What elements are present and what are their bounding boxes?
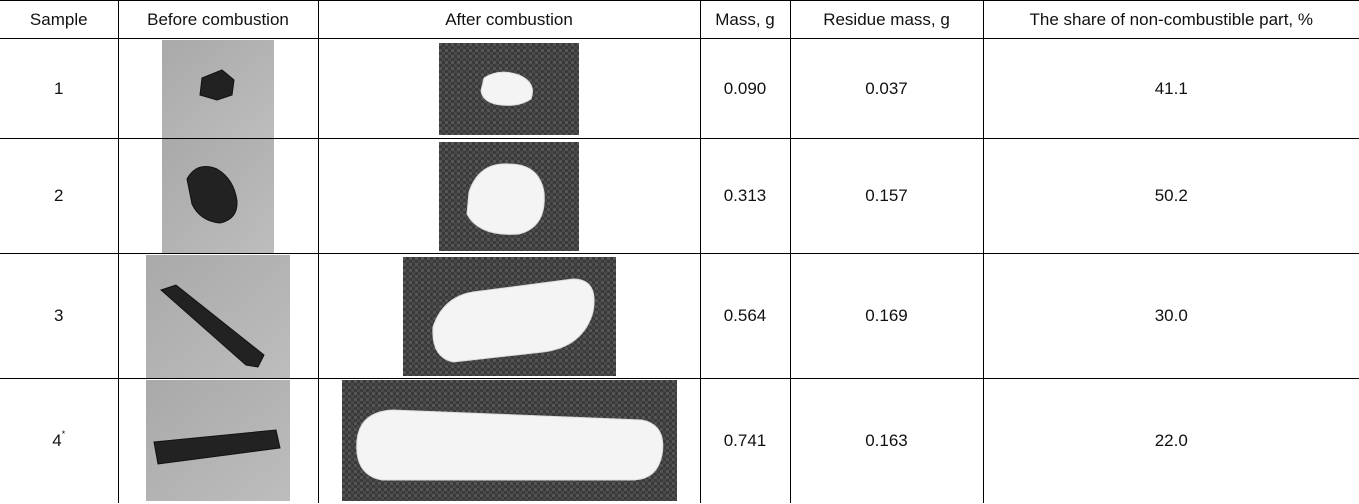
footnote-marker: *	[62, 429, 66, 439]
before-photo-cell	[118, 379, 318, 503]
before-photo-cell	[118, 139, 318, 254]
mass-cell: 0.741	[700, 379, 790, 503]
after-photo	[403, 257, 616, 376]
column-header: Sample	[0, 1, 118, 39]
results-table: SampleBefore combustionAfter combustionM…	[0, 0, 1359, 503]
residue-cell: 0.169	[790, 254, 983, 379]
mass-cell: 0.313	[700, 139, 790, 254]
sample-number: 3	[54, 306, 63, 325]
before-photo-cell	[118, 254, 318, 379]
column-header: Before combustion	[118, 1, 318, 39]
before-photo-cell	[118, 39, 318, 139]
residue-cell: 0.037	[790, 39, 983, 139]
after-photo	[439, 43, 579, 135]
residue-cell: 0.163	[790, 379, 983, 503]
column-header: Mass, g	[700, 1, 790, 39]
share-cell: 50.2	[983, 139, 1359, 254]
before-photo	[146, 255, 290, 378]
residue-cell: 0.157	[790, 139, 983, 254]
photo-background	[146, 255, 290, 378]
sample-cell: 3	[0, 254, 118, 379]
sample-piece	[356, 410, 662, 480]
after-photo-cell	[318, 39, 700, 139]
sample-piece	[467, 163, 544, 233]
before-photo	[162, 40, 274, 138]
share-cell: 30.0	[983, 254, 1359, 379]
after-photo	[439, 142, 579, 251]
page: SampleBefore combustionAfter combustionM…	[0, 0, 1359, 504]
before-photo	[146, 380, 290, 501]
after-photo-cell	[318, 379, 700, 503]
sample-cell: 1	[0, 39, 118, 139]
after-photo	[342, 380, 677, 501]
share-cell: 41.1	[983, 39, 1359, 139]
after-photo-cell	[318, 254, 700, 379]
before-photo	[162, 139, 274, 253]
share-cell: 22.0	[983, 379, 1359, 503]
column-header: The share of non-combustible part, %	[983, 1, 1359, 39]
column-header: After combustion	[318, 1, 700, 39]
after-photo-cell	[318, 139, 700, 254]
mass-cell: 0.564	[700, 254, 790, 379]
sample-number: 4	[52, 431, 61, 450]
sample-number: 1	[54, 79, 63, 98]
column-header: Residue mass, g	[790, 1, 983, 39]
sample-cell: 2	[0, 139, 118, 254]
sample-number: 2	[54, 186, 63, 205]
mass-cell: 0.090	[700, 39, 790, 139]
sample-cell: 4*	[0, 379, 118, 503]
